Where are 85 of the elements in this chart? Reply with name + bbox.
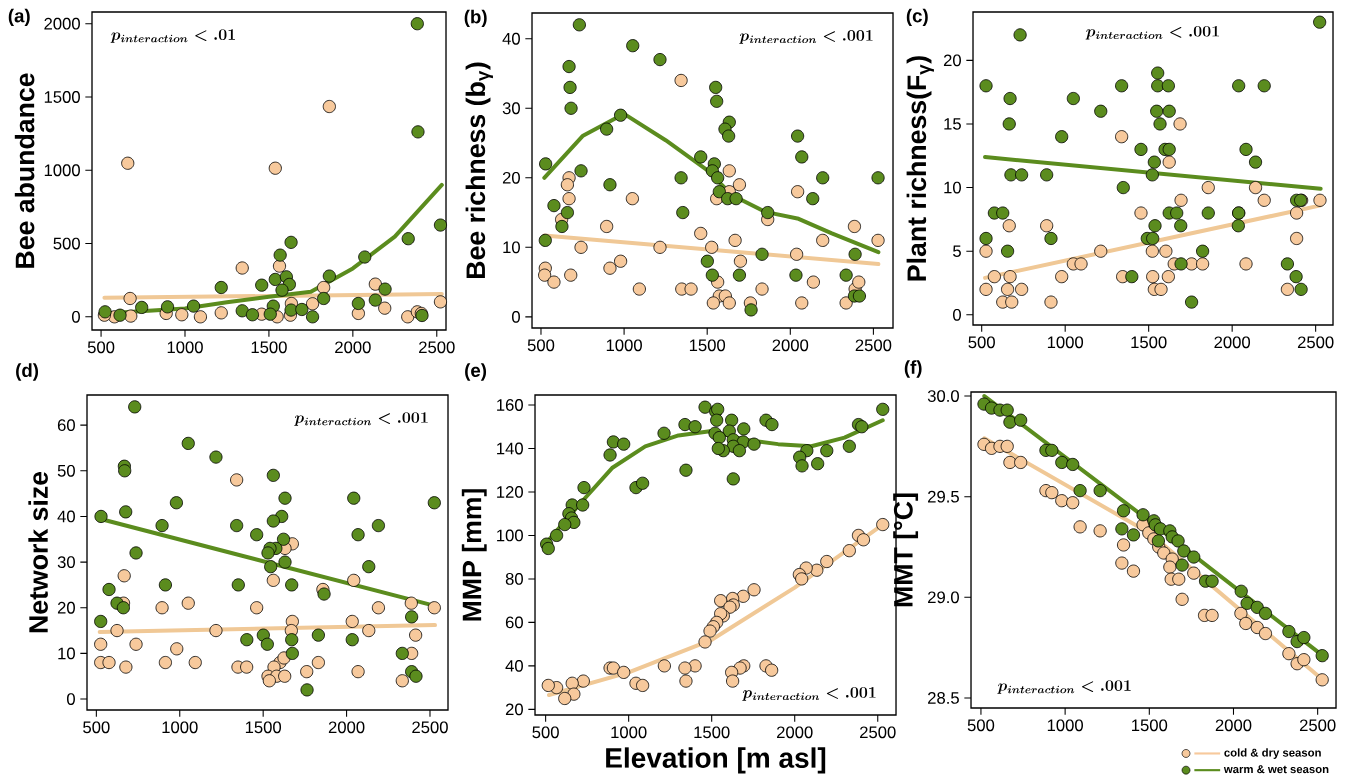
y-axis-title: Network size [28, 471, 48, 633]
x-tick-label: 2000 [777, 726, 813, 739]
y-tick-label: 5 [953, 245, 961, 258]
y-tick-label: 500 [53, 237, 80, 250]
y-tick-label: 30 [502, 102, 520, 115]
y-tick-label: 30 [57, 556, 75, 568]
x-tick-label: 1500 [689, 339, 726, 352]
x-tick-label: 500 [532, 726, 559, 739]
x-tick-label: 2500 [860, 726, 896, 739]
y-tick-label: 60 [57, 419, 75, 432]
x-tick-label: 1000 [611, 726, 647, 739]
annotation: $p_{interaction} < .001$ [739, 30, 873, 44]
y-tick-label: 120 [497, 486, 523, 498]
x-tick-label: 2500 [1299, 719, 1336, 732]
x-tick-label: 2500 [419, 341, 455, 354]
y-axis-title: Plant richness(F$_{γ}$) [906, 56, 934, 281]
chart-title: (c) [906, 8, 928, 27]
y-tick-label: 0 [953, 308, 961, 321]
y-tick-label: 10 [944, 181, 961, 194]
x-tick-label: 1500 [251, 341, 287, 354]
x-tick-label: 2000 [1214, 336, 1251, 349]
y-tick-label: 1000 [44, 164, 80, 177]
x-tick-label: 2000 [328, 721, 365, 734]
y-tick-label: 10 [58, 647, 75, 660]
annotation: $p_{interaction} < .001$ [294, 412, 428, 426]
x-tick-label: 500 [967, 719, 995, 732]
y-tick-label: 10 [503, 241, 520, 254]
x-tick-label: 2000 [772, 339, 809, 352]
y-tick-label: 20 [943, 54, 961, 67]
x-tick-label: 2500 [412, 721, 448, 734]
y-tick-label: 80 [505, 573, 523, 585]
x-tick-label: 1500 [1132, 719, 1168, 732]
chart-title: (d) [16, 363, 39, 381]
x-tick-label: 1000 [1047, 336, 1084, 349]
y-tick-label: 29.0 [928, 591, 959, 604]
chart-title: (a) [8, 8, 30, 27]
x-tick-label: 1500 [1131, 336, 1167, 349]
y-tick-label: 50 [57, 464, 75, 477]
y-tick-label: 29.5 [928, 490, 959, 503]
annotation: $p_{interaction} < .001$ [742, 687, 876, 701]
chart-title: (e) [465, 363, 487, 381]
y-tick-label: 20 [57, 601, 75, 614]
legend-label: warm & wet season [1223, 765, 1329, 774]
y-tick-label: 160 [497, 399, 523, 411]
y-tick-label: 20 [505, 703, 523, 716]
y-axis-title: MMP [mm] [461, 489, 487, 621]
y-tick-label: 0 [67, 693, 75, 705]
x-tick-label: 500 [968, 336, 995, 349]
x-tick-label: 2500 [1297, 336, 1334, 349]
x-tick-label: 1000 [167, 341, 203, 354]
y-tick-label: 0 [512, 310, 520, 323]
x-tick-label: 2000 [335, 341, 371, 354]
chart-title: (b) [464, 9, 487, 28]
y-axis-title: Bee abundance [14, 73, 35, 268]
y-tick-label: 15 [944, 118, 961, 130]
chart-title: (f) [904, 360, 922, 378]
x-tick-label: 1000 [606, 339, 642, 352]
y-tick-label: 20 [502, 171, 520, 184]
legend-label: cold & dry season [1224, 748, 1321, 759]
x-tick-label: 2500 [855, 339, 892, 352]
y-tick-label: 140 [497, 442, 523, 455]
x-tick-label: 1500 [245, 721, 282, 734]
y-tick-label: 1500 [44, 91, 80, 103]
y-tick-label: 0 [72, 310, 80, 323]
y-tick-label: 100 [497, 529, 523, 542]
y-axis-title: MMT [°C] [893, 493, 919, 607]
annotation: $p_{interaction} < .001$ [1085, 25, 1219, 40]
x-tick-label: 1500 [694, 726, 730, 739]
y-tick-label: 40 [502, 32, 520, 45]
annotation: $p_{interaction} < .001$ [997, 680, 1131, 694]
x-axis-title: Elevation [m asl] [606, 747, 826, 774]
y-axis-title: Bee richness (b$_{γ}$) [465, 62, 493, 278]
y-tick-label: 2000 [44, 17, 80, 30]
y-tick-label: 40 [505, 659, 523, 672]
x-tick-label: 2000 [1215, 719, 1252, 732]
y-tick-label: 40 [57, 510, 75, 523]
x-tick-label: 500 [83, 721, 110, 734]
x-tick-label: 1000 [162, 721, 198, 734]
annotation: $p_{interaction} < .01$ [110, 29, 235, 43]
x-tick-label: 500 [527, 339, 555, 352]
x-tick-label: 1000 [1047, 719, 1083, 732]
y-tick-label: 30.0 [927, 390, 959, 402]
y-tick-label: 28.5 [928, 692, 959, 704]
y-tick-label: 60 [505, 616, 523, 629]
x-tick-label: 500 [87, 341, 115, 354]
